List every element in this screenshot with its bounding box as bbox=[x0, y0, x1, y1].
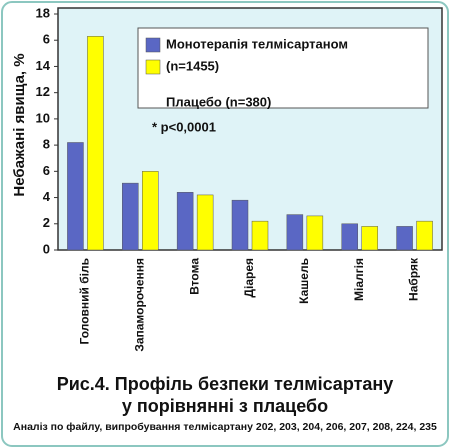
bar bbox=[416, 220, 433, 251]
bar bbox=[361, 226, 378, 251]
y-axis-label: Небажані явища, % bbox=[11, 53, 28, 196]
bar bbox=[251, 220, 269, 251]
chart-title: Рис.4. Профіль безпеки телмісартану bbox=[57, 374, 394, 394]
y-tick-label: 10 bbox=[36, 110, 50, 125]
bar bbox=[341, 223, 358, 251]
bar bbox=[87, 36, 104, 251]
bar bbox=[122, 182, 139, 251]
x-tick-label: Кашель bbox=[297, 258, 311, 304]
y-tick-label: 6 bbox=[43, 163, 50, 178]
legend-swatch bbox=[145, 37, 161, 53]
bar bbox=[396, 226, 413, 251]
bar bbox=[286, 214, 304, 251]
y-tick-label: 2 bbox=[43, 215, 50, 230]
y-tick-label: 12 bbox=[36, 84, 50, 99]
footnote: Аналіз по файлу, випробування телмісарта… bbox=[13, 421, 437, 433]
y-tick-label: 6 bbox=[43, 32, 50, 47]
bar bbox=[67, 142, 84, 251]
legend-swatch bbox=[145, 59, 161, 75]
bar bbox=[142, 171, 159, 251]
x-tick-label: Діарея bbox=[242, 258, 256, 298]
x-tick-label: Набряк bbox=[407, 257, 421, 301]
bar bbox=[231, 199, 249, 251]
y-tick-label: 4 bbox=[43, 189, 51, 204]
legend-label: (n=1455) bbox=[166, 58, 219, 73]
legend bbox=[137, 27, 429, 109]
bar bbox=[176, 192, 194, 251]
bar bbox=[196, 194, 214, 251]
y-tick-label: 8 bbox=[43, 137, 50, 152]
legend-note: Плацебо (n=380) bbox=[166, 94, 271, 109]
chart-subtitle: у порівнянні з плацебо bbox=[122, 396, 328, 416]
legend-note: * p<0,0001 bbox=[152, 119, 216, 134]
x-tick-label: Втома bbox=[187, 258, 201, 295]
legend-label: Монотерапія телмісартаном bbox=[166, 36, 348, 51]
y-tick-label: 0 bbox=[43, 241, 50, 256]
y-tick-label: 18 bbox=[36, 5, 50, 20]
bar bbox=[306, 215, 324, 251]
y-tick-label: 14 bbox=[36, 58, 51, 73]
x-tick-label: Запаморочення bbox=[132, 258, 146, 352]
x-tick-label: Головний біль bbox=[78, 258, 92, 345]
x-tick-label: Міалгія bbox=[352, 258, 366, 301]
